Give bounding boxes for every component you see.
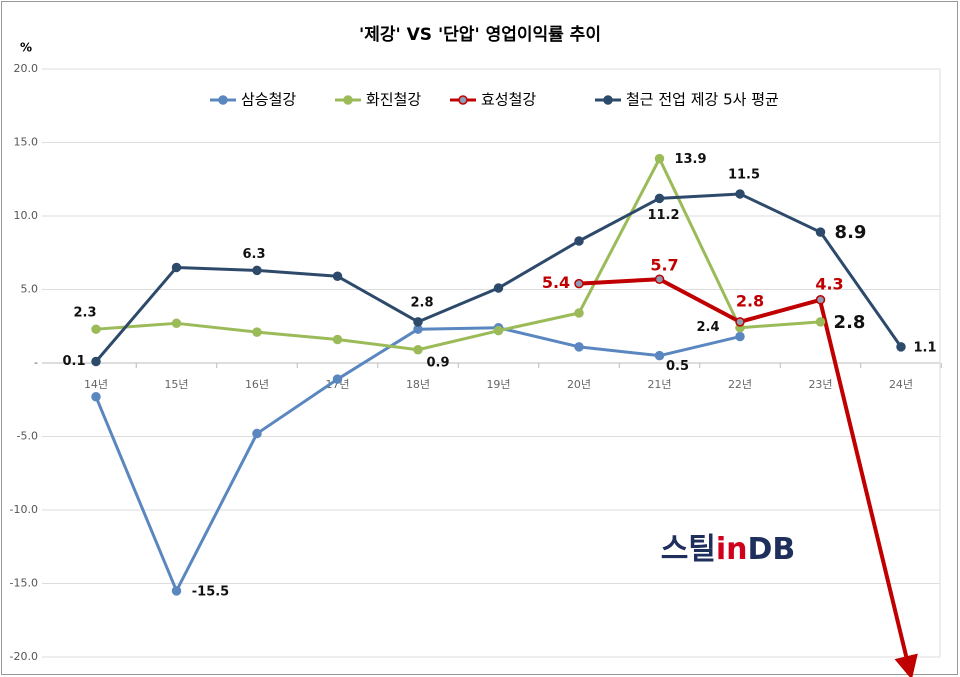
data-label: 2.3	[73, 306, 96, 321]
data-point	[493, 325, 504, 336]
data-point	[413, 317, 423, 327]
x-tick-label: 18년	[406, 378, 430, 391]
y-tick-label: -20.0	[10, 650, 38, 663]
y-tick-label: 20.0	[14, 62, 39, 75]
data-label: 2.8	[834, 312, 866, 333]
data-point	[493, 283, 504, 293]
x-tick-label: 15년	[164, 378, 188, 391]
data-label: 8.9	[835, 222, 867, 243]
data-point	[332, 271, 343, 282]
legend-marker	[603, 95, 613, 105]
watermark-part: DB	[748, 532, 796, 567]
y-tick-label: 10.0	[14, 209, 39, 222]
x-tick-label: 17년	[325, 378, 349, 391]
series-line	[95, 157, 821, 352]
x-tick-label: 24년	[889, 378, 913, 391]
watermark-part: 스틸	[661, 532, 716, 567]
y-tick-label: -10.0	[10, 503, 38, 516]
x-tick-label: 21년	[647, 378, 671, 391]
series-line	[578, 277, 822, 324]
y-tick-label: -15.0	[10, 577, 38, 590]
data-label: 2.8	[736, 291, 764, 310]
data-point	[735, 317, 745, 327]
data-label: 1.1	[913, 340, 936, 355]
data-point	[815, 317, 826, 327]
data-point	[654, 153, 665, 164]
data-point	[171, 586, 182, 596]
data-point	[252, 265, 262, 276]
data-point	[654, 193, 665, 204]
data-point	[91, 324, 101, 334]
watermark-part: in	[716, 532, 748, 567]
legend-label: 화진철강	[366, 91, 421, 109]
legend-label: 삼승철강	[241, 91, 296, 109]
data-point	[332, 374, 343, 384]
data-label: 0.5	[666, 359, 689, 374]
data-point	[735, 331, 745, 342]
data-label: 6.3	[242, 247, 265, 262]
data-point	[252, 428, 262, 439]
data-label: 11.2	[647, 208, 679, 223]
x-tick-label: 23년	[808, 378, 832, 391]
legend-marker	[458, 95, 468, 105]
x-tick-label: 22년	[728, 378, 752, 391]
data-label: 2.8	[410, 295, 433, 310]
x-tick-label: 14년	[84, 378, 108, 391]
data-point	[332, 334, 343, 345]
data-point	[654, 274, 665, 284]
data-label: 2.4	[696, 320, 719, 335]
drop-arrow	[818, 299, 918, 677]
data-point	[896, 342, 906, 352]
x-tick-label: 16년	[245, 378, 269, 391]
data-label: 0.9	[426, 355, 449, 370]
data-label: 11.5	[728, 167, 760, 182]
data-label: -15.5	[192, 584, 229, 599]
data-point	[91, 392, 101, 402]
data-point	[252, 327, 262, 337]
chart-title: '제강' VS '단압' 영업이익률 추이	[359, 24, 601, 45]
data-label: 0.1	[62, 354, 85, 369]
x-tick-label: 20년	[567, 378, 591, 391]
data-point	[735, 189, 745, 199]
x-tick-label: 19년	[486, 378, 510, 391]
data-point	[171, 262, 182, 273]
data-point	[171, 318, 182, 329]
y-tick-label: 15.0	[14, 136, 39, 149]
data-point	[91, 356, 101, 367]
y-tick-label: -	[34, 356, 38, 369]
legend-label: 효성철강	[481, 91, 536, 109]
y-unit: %	[20, 41, 32, 55]
data-point	[574, 342, 584, 352]
data-point	[654, 350, 665, 361]
data-point	[574, 308, 584, 318]
legend-label: 철근 전업 제강 5사 평균	[626, 91, 779, 109]
legend-marker	[218, 95, 228, 105]
data-label: 5.4	[542, 273, 570, 292]
data-point	[574, 278, 584, 289]
data-point	[815, 227, 826, 237]
data-point	[815, 295, 826, 305]
data-point	[413, 345, 423, 355]
data-label: 13.9	[674, 152, 706, 167]
watermark: 스틸inDB	[661, 532, 796, 567]
data-label: 4.3	[815, 274, 843, 293]
y-tick-label: 5.0	[21, 283, 39, 296]
y-tick-label: -5.0	[17, 430, 38, 443]
data-label: 5.7	[650, 256, 678, 275]
data-point	[574, 236, 584, 246]
legend-marker	[343, 95, 353, 105]
